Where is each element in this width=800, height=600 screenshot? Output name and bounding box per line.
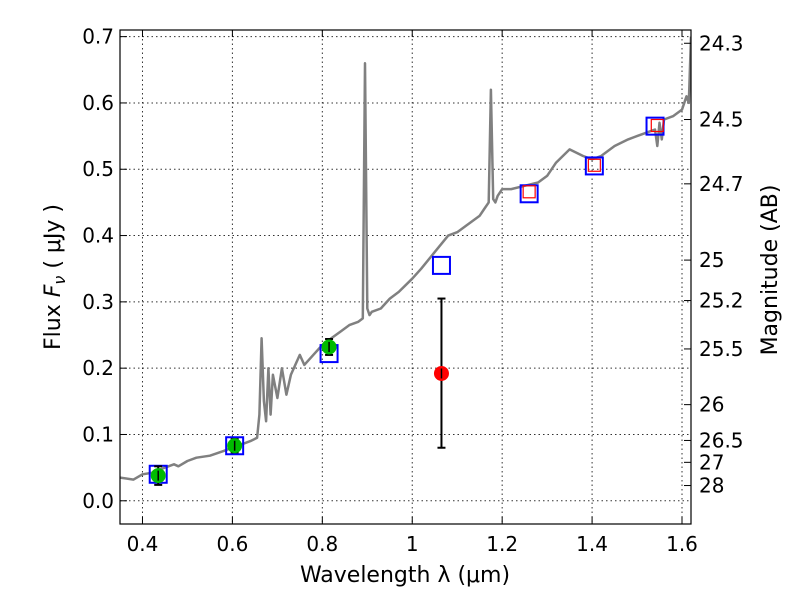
upper-limit-square <box>522 185 536 199</box>
y-axis-label-subscript: ν <box>50 276 69 285</box>
y-tick-label: 0.5 <box>82 157 114 181</box>
y2-tick-label: 25 <box>699 248 724 272</box>
y2-tick-label: 26 <box>699 393 724 417</box>
y2-tick-label: 25.2 <box>699 289 744 313</box>
x-tick-label: 0.6 <box>216 532 248 556</box>
y-axis-label-symbol: F <box>41 284 66 297</box>
y-tick-label: 0.3 <box>82 290 114 314</box>
y2-tick-label: 25.5 <box>699 337 744 361</box>
y2-axis-label: Magnitude (AB) <box>758 185 783 356</box>
model-flux-square <box>225 436 245 456</box>
y-axis-label: Flux Fν ( μJy ) <box>41 204 69 350</box>
y-axis-label-prefix: Flux <box>41 297 66 350</box>
x-tick-label: 1 <box>406 532 419 556</box>
y2-tick-label: 24.5 <box>699 108 744 132</box>
x-tick-label: 1.2 <box>486 532 518 556</box>
y-tick-label: 0.0 <box>82 489 114 513</box>
x-tick-label: 0.4 <box>127 532 159 556</box>
y-tick-label: 0.4 <box>82 224 114 248</box>
plot-area <box>120 30 691 524</box>
y-tick-label: 0.2 <box>82 356 114 380</box>
upper-limit-square <box>650 118 664 133</box>
y2-tick-label: 28 <box>699 474 724 498</box>
model-flux-square <box>584 156 604 176</box>
model-flux-square <box>431 255 451 275</box>
x-tick-label: 1.6 <box>666 532 698 556</box>
y-tick-label: 0.7 <box>82 25 114 49</box>
y-tick-label: 0.6 <box>82 91 114 115</box>
y2-tick-label: 26.5 <box>699 428 744 452</box>
spectrum-line <box>120 36 691 481</box>
data-layer <box>120 36 691 481</box>
y-axis-ticks: 0.0 0.1 0.2 0.3 0.4 0.5 0.6 0.7 <box>82 25 127 513</box>
x-axis-label: Wavelength λ (μm) <box>300 563 510 588</box>
y-tick-label: 0.1 <box>82 422 114 446</box>
x-tick-label: 0.8 <box>306 532 338 556</box>
marker-layer <box>148 116 665 486</box>
y2-tick-label: 27 <box>699 450 724 474</box>
y-axis-label-unit: ( μJy ) <box>41 204 66 276</box>
upper-limit-square <box>587 158 601 172</box>
y2-tick-label: 24.7 <box>699 172 744 196</box>
grid <box>120 30 691 524</box>
y2-tick-label: 24.3 <box>699 31 744 55</box>
plot-frame <box>119 29 692 525</box>
x-axis-ticks: 0.4 0.6 0.8 1 1.2 1.4 1.6 <box>127 30 698 556</box>
x-tick-label: 1.4 <box>576 532 608 556</box>
